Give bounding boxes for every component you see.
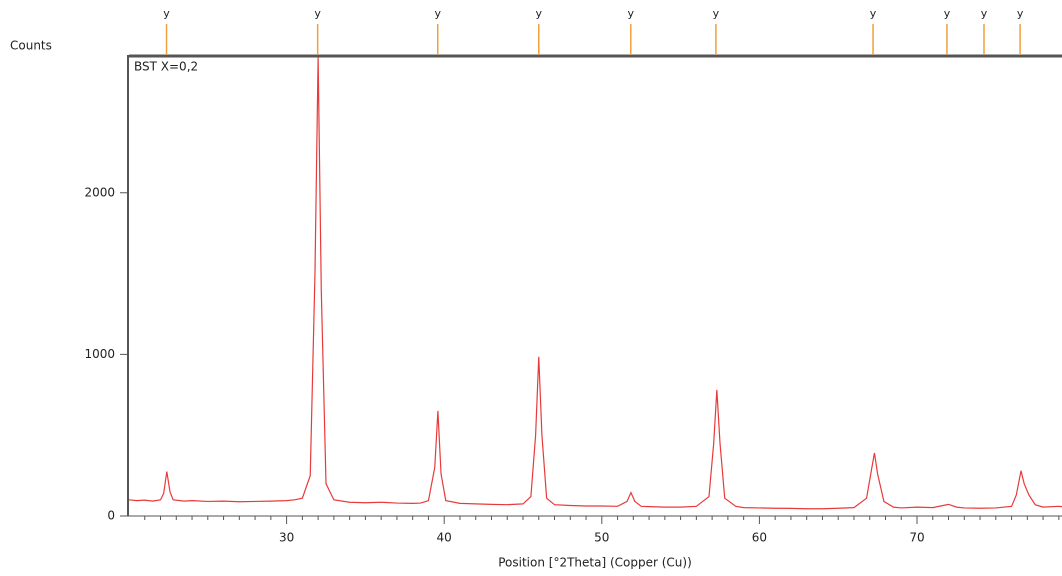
peak-marker-label: y [944, 7, 951, 20]
y-axis-label: Counts [10, 39, 52, 53]
peak-marker-label: y [434, 7, 441, 20]
peak-marker-label: y [981, 7, 988, 20]
peak-marker-label: y [536, 7, 543, 20]
peak-marker-label: y [314, 7, 321, 20]
x-tick-label: 50 [594, 531, 609, 545]
x-tick-label: 30 [279, 531, 294, 545]
y-tick-label: 0 [107, 509, 115, 523]
y-tick-label: 1000 [84, 347, 115, 361]
x-axis-label: Position [°2Theta] (Copper (Cu)) [498, 556, 692, 570]
x-tick-label: 70 [909, 531, 924, 545]
x-tick-label: 40 [437, 531, 452, 545]
series-label: BST X=0,2 [134, 60, 198, 74]
peak-marker-label: y [163, 7, 170, 20]
peak-marker-label: y [870, 7, 877, 20]
data-line [128, 56, 1062, 510]
x-tick-label: 60 [752, 531, 767, 545]
y-tick-label: 2000 [84, 185, 115, 199]
peak-marker-label: y [628, 7, 635, 20]
peak-marker-label: y [1017, 7, 1024, 20]
peak-marker-label: y [713, 7, 720, 20]
